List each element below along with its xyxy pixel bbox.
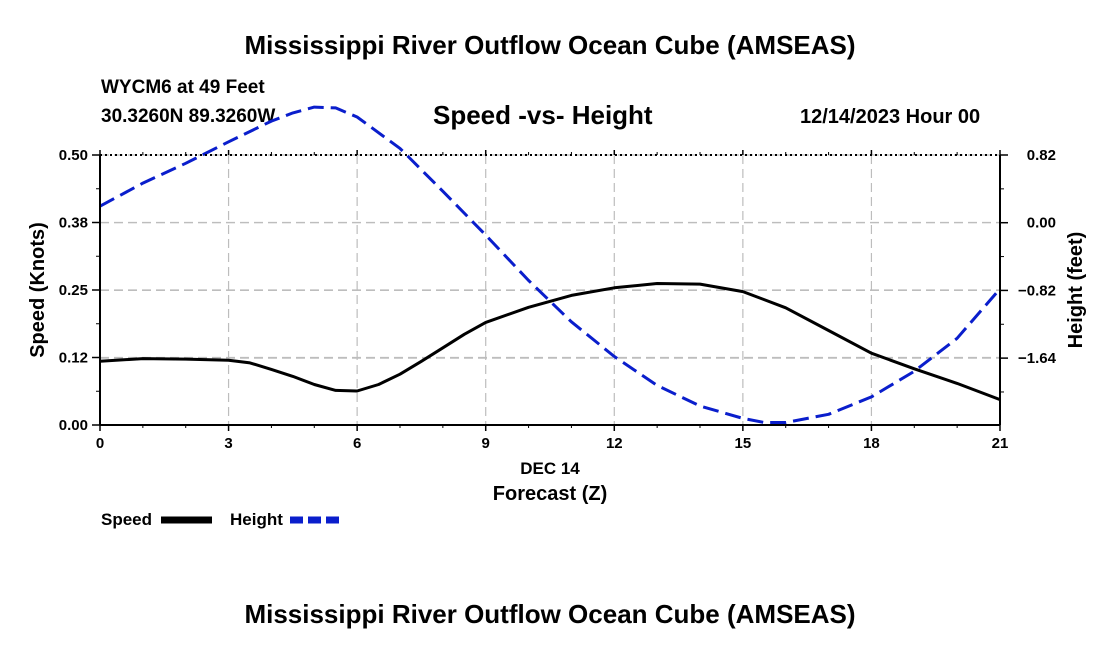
footer-title: Mississippi River Outflow Ocean Cube (AM… [244, 599, 856, 629]
y-tick-label: 0.00 [59, 417, 88, 434]
x-axis-date-label: DEC 14 [520, 459, 580, 478]
y2-tick-label: −0.82 [1018, 282, 1056, 299]
x-tick-label: 12 [606, 435, 623, 452]
x-tick-label: 3 [224, 435, 232, 452]
x-tick-label: 6 [353, 435, 361, 452]
main-title: Mississippi River Outflow Ocean Cube (AM… [244, 30, 856, 60]
speed-series-line [99, 282, 1001, 402]
series-lines [99, 105, 1002, 424]
x-tick-label: 9 [482, 435, 490, 452]
coordinates-label: 30.3260N 89.3260W [101, 106, 276, 127]
x-axis-title: Forecast (Z) [493, 483, 607, 505]
legend: Speed Height [101, 510, 342, 529]
x-tick-label: 15 [735, 435, 752, 452]
legend-speed-label: Speed [101, 510, 152, 529]
legend-height-label: Height [230, 510, 283, 529]
x-tick-label: 18 [863, 435, 880, 452]
y2-tick-label: −1.64 [1018, 350, 1057, 367]
height-series-line [99, 105, 1002, 424]
y-tick-label: 0.25 [59, 282, 88, 299]
axis-ticks: 0 3 6 9 12 15 18 21 0.00 0.12 0.25 0.38 0.50 0.82 0.00… [59, 147, 1057, 452]
chart-subtitle: Speed -vs- Height [433, 100, 653, 130]
y-tick-label: 0.50 [59, 147, 88, 164]
speed-height-chart: 0 3 6 9 12 15 18 21 0.00 0.12 0.25 0.38 0.50 0.82 0.00… [27, 105, 1087, 529]
y-axis-title: Speed (Knots) [27, 222, 49, 358]
y2-axis-title: Height (feet) [1065, 232, 1087, 349]
y2-tick-label: 0.00 [1027, 215, 1056, 232]
y-tick-label: 0.38 [59, 215, 88, 232]
grid-lines [100, 154, 1000, 425]
y2-tick-label: 0.82 [1027, 147, 1056, 164]
station-label: WYCM6 at 49 Feet [101, 77, 265, 98]
x-tick-label: 0 [96, 435, 104, 452]
forecast-datetime: 12/14/2023 Hour 00 [800, 106, 981, 128]
y-tick-label: 0.12 [59, 350, 88, 367]
x-tick-label: 21 [992, 435, 1009, 452]
